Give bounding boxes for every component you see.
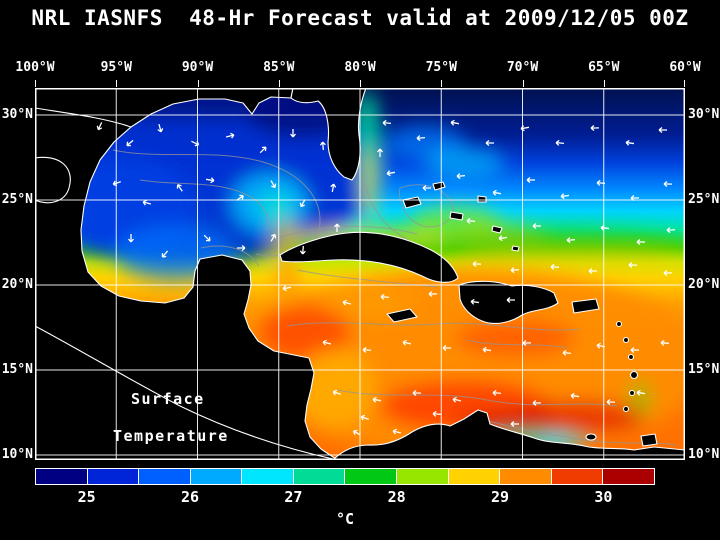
- land-cuba: [279, 231, 459, 283]
- colorbar-segment: [242, 469, 294, 484]
- lat-label: 30°N: [688, 107, 720, 122]
- colorbar-segment: [87, 469, 140, 484]
- grid-lines: [35, 88, 685, 460]
- land-jamaica: [386, 308, 418, 323]
- land-puerto-rico: [571, 298, 600, 314]
- colorbar-unit: °C: [335, 510, 355, 528]
- land-florida: [290, 88, 367, 181]
- plot-title: NRL IASNFS 48-Hr Forecast valid at 2009/…: [31, 6, 689, 30]
- landmasses: [35, 88, 685, 460]
- colorbar-segment: [397, 469, 449, 484]
- lon-label: 65°W: [588, 60, 620, 75]
- lat-label: 15°N: [1, 362, 33, 377]
- longitude-axis: 100°W 95°W 90°W 85°W 80°W 75°W 70°W 65°W…: [15, 60, 700, 78]
- lon-label: 100°W: [15, 60, 55, 75]
- annotation-surface: Surface: [131, 390, 205, 408]
- lon-label: 80°W: [344, 60, 376, 75]
- lon-label: 90°W: [181, 60, 214, 75]
- temperature-colorbar: 25 26 27 28 29 30 °C: [35, 468, 655, 528]
- colorbar-tick-label: 26: [180, 488, 200, 506]
- colorbar-segment: [551, 469, 604, 484]
- lon-label: 85°W: [263, 60, 295, 75]
- lon-label: 60°W: [669, 60, 701, 75]
- lat-label: 25°N: [688, 192, 720, 207]
- colorbar-segment: [190, 469, 243, 484]
- sst-map: Surface Temperature: [35, 88, 685, 460]
- lat-label: 20°N: [688, 277, 720, 292]
- annotation-temperature: Temperature: [113, 427, 229, 445]
- land-north-america: [35, 88, 339, 460]
- land-south-america: [332, 409, 685, 460]
- colorbar-segment: [603, 469, 654, 484]
- lat-label: 10°N: [1, 447, 33, 462]
- colorbar-segment: [448, 469, 501, 484]
- colorbar-tick-label: 25: [77, 488, 96, 506]
- colorbar-tick-label: 30: [594, 488, 613, 506]
- colorbar-segment: [293, 469, 346, 484]
- land-lesser-antilles: [585, 320, 658, 447]
- lon-label: 75°W: [425, 60, 457, 75]
- coastline-details: [35, 107, 334, 460]
- colorbar-ticks: 25 26 27 28 29 30: [35, 488, 655, 508]
- lat-label: 10°N: [688, 447, 720, 462]
- colorbar-segment: [36, 469, 88, 484]
- colorbar-segment: [139, 469, 191, 484]
- lat-label: 15°N: [688, 362, 720, 377]
- lon-label: 95°W: [100, 60, 132, 75]
- map-border: [35, 88, 685, 460]
- colorbar-tick-label: 29: [490, 488, 510, 506]
- colorbar-segment: [500, 469, 552, 484]
- lat-label: 30°N: [1, 107, 33, 122]
- longitude-ticks: [35, 80, 685, 87]
- lon-label: 70°W: [506, 60, 539, 75]
- lat-label: 25°N: [1, 192, 33, 207]
- colorbar-swatches: [35, 468, 655, 485]
- colorbar-segment: [345, 469, 398, 484]
- lat-label: 20°N: [1, 277, 33, 292]
- sst-map-canvas: Surface Temperature: [35, 88, 685, 460]
- colorbar-tick-label: 27: [284, 488, 303, 506]
- colorbar-tick-label: 28: [387, 488, 406, 506]
